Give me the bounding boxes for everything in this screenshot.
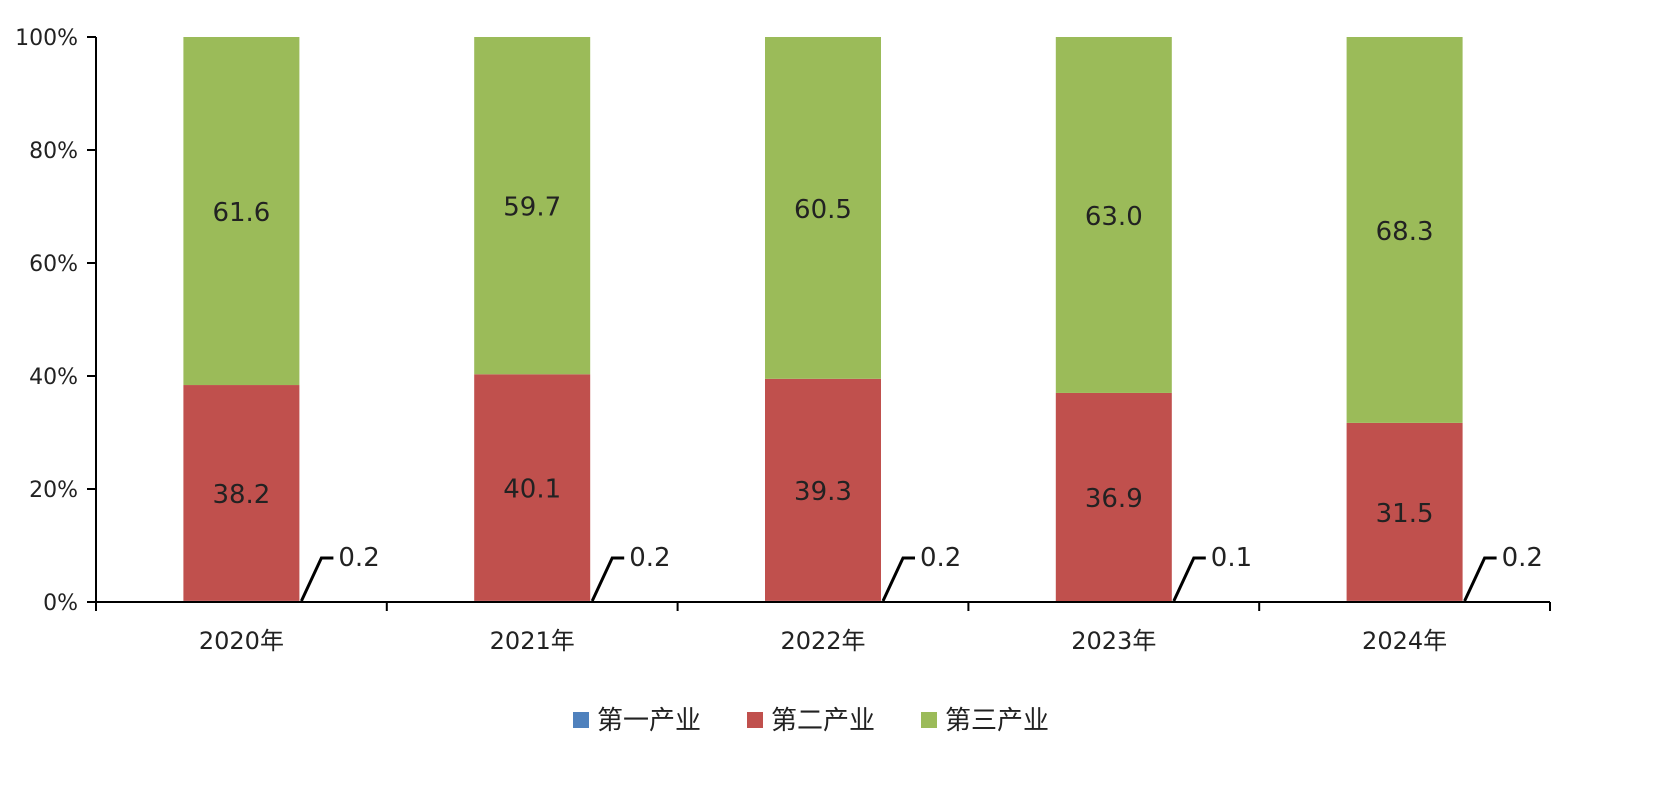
- data-label-first-1: 0.2: [338, 543, 379, 573]
- bar-segment-3-1: [183, 37, 300, 386]
- data-labels-layer: 0.2 38.2 61.6 0.2 40.1 59.7 0.2 39.3 60.5 0.1 36.9…: [212, 193, 1543, 602]
- legend-label-1: 第一产业: [597, 706, 701, 736]
- data-label-first-4: 0.1: [1211, 543, 1252, 573]
- bar-segment-3-2: [474, 37, 591, 375]
- y-tick-label-3: 40%: [29, 365, 78, 390]
- legend-swatch-1: [573, 712, 589, 728]
- y-tick-label-4: 60%: [29, 252, 78, 277]
- data-label-3-1: 61.6: [212, 198, 270, 228]
- bar-segment-2-2: [474, 374, 591, 601]
- data-label-first-5: 0.2: [1502, 543, 1543, 573]
- bar-segment-2-3: [765, 378, 881, 601]
- y-tick-label-6: 100%: [15, 26, 78, 51]
- legend-swatch-2: [747, 712, 763, 728]
- bar-segment-2-5: [1346, 422, 1463, 601]
- x-tick-label-4: 2023年: [1071, 627, 1156, 655]
- legend-label-3: 第三产业: [945, 706, 1049, 736]
- legend: 第一产业 第二产业 第三产业: [573, 706, 1049, 736]
- data-label-2-3: 39.3: [794, 477, 852, 507]
- data-label-first-3: 0.2: [920, 543, 961, 573]
- bars-layer: [183, 37, 1463, 602]
- data-label-3-4: 63.0: [1085, 202, 1143, 232]
- x-tick-label-2: 2021年: [490, 627, 575, 655]
- data-label-leader-1: [300, 556, 334, 602]
- y-tick-label-2: 20%: [29, 478, 78, 503]
- x-tick-label-3: 2022年: [780, 627, 865, 655]
- y-tick-label-1: 0%: [43, 591, 78, 616]
- data-label-3-2: 59.7: [503, 193, 561, 223]
- bar-segment-2-1: [183, 385, 300, 601]
- data-label-2-5: 31.5: [1376, 499, 1434, 529]
- x-tick-label-1: 2020年: [199, 627, 284, 655]
- data-label-3-3: 60.5: [794, 195, 852, 225]
- data-label-first-2: 0.2: [629, 543, 670, 573]
- data-label-leader-4: [1172, 556, 1206, 602]
- data-label-2-1: 38.2: [212, 480, 270, 510]
- data-label-2-4: 36.9: [1085, 484, 1143, 514]
- bar-segment-3-3: [765, 37, 881, 379]
- data-label-leader-3: [881, 556, 915, 602]
- data-label-leader-5: [1463, 556, 1497, 602]
- bar-segment-2-4: [1055, 392, 1172, 602]
- legend-swatch-3: [921, 712, 937, 728]
- x-tick-label-5: 2024年: [1362, 627, 1447, 655]
- bar-segment-3-4: [1055, 37, 1172, 393]
- data-label-leader-2: [590, 556, 625, 602]
- bar-segment-3-5: [1346, 37, 1463, 423]
- y-tick-label-5: 80%: [29, 139, 78, 164]
- data-label-2-2: 40.1: [503, 475, 561, 505]
- data-label-3-5: 68.3: [1376, 217, 1434, 247]
- legend-label-2: 第二产业: [771, 706, 875, 736]
- axes-layer: 2020年 2021年 2022年 2023年 2024年 0% 20% 40% 60% 80% 1…: [15, 26, 1551, 655]
